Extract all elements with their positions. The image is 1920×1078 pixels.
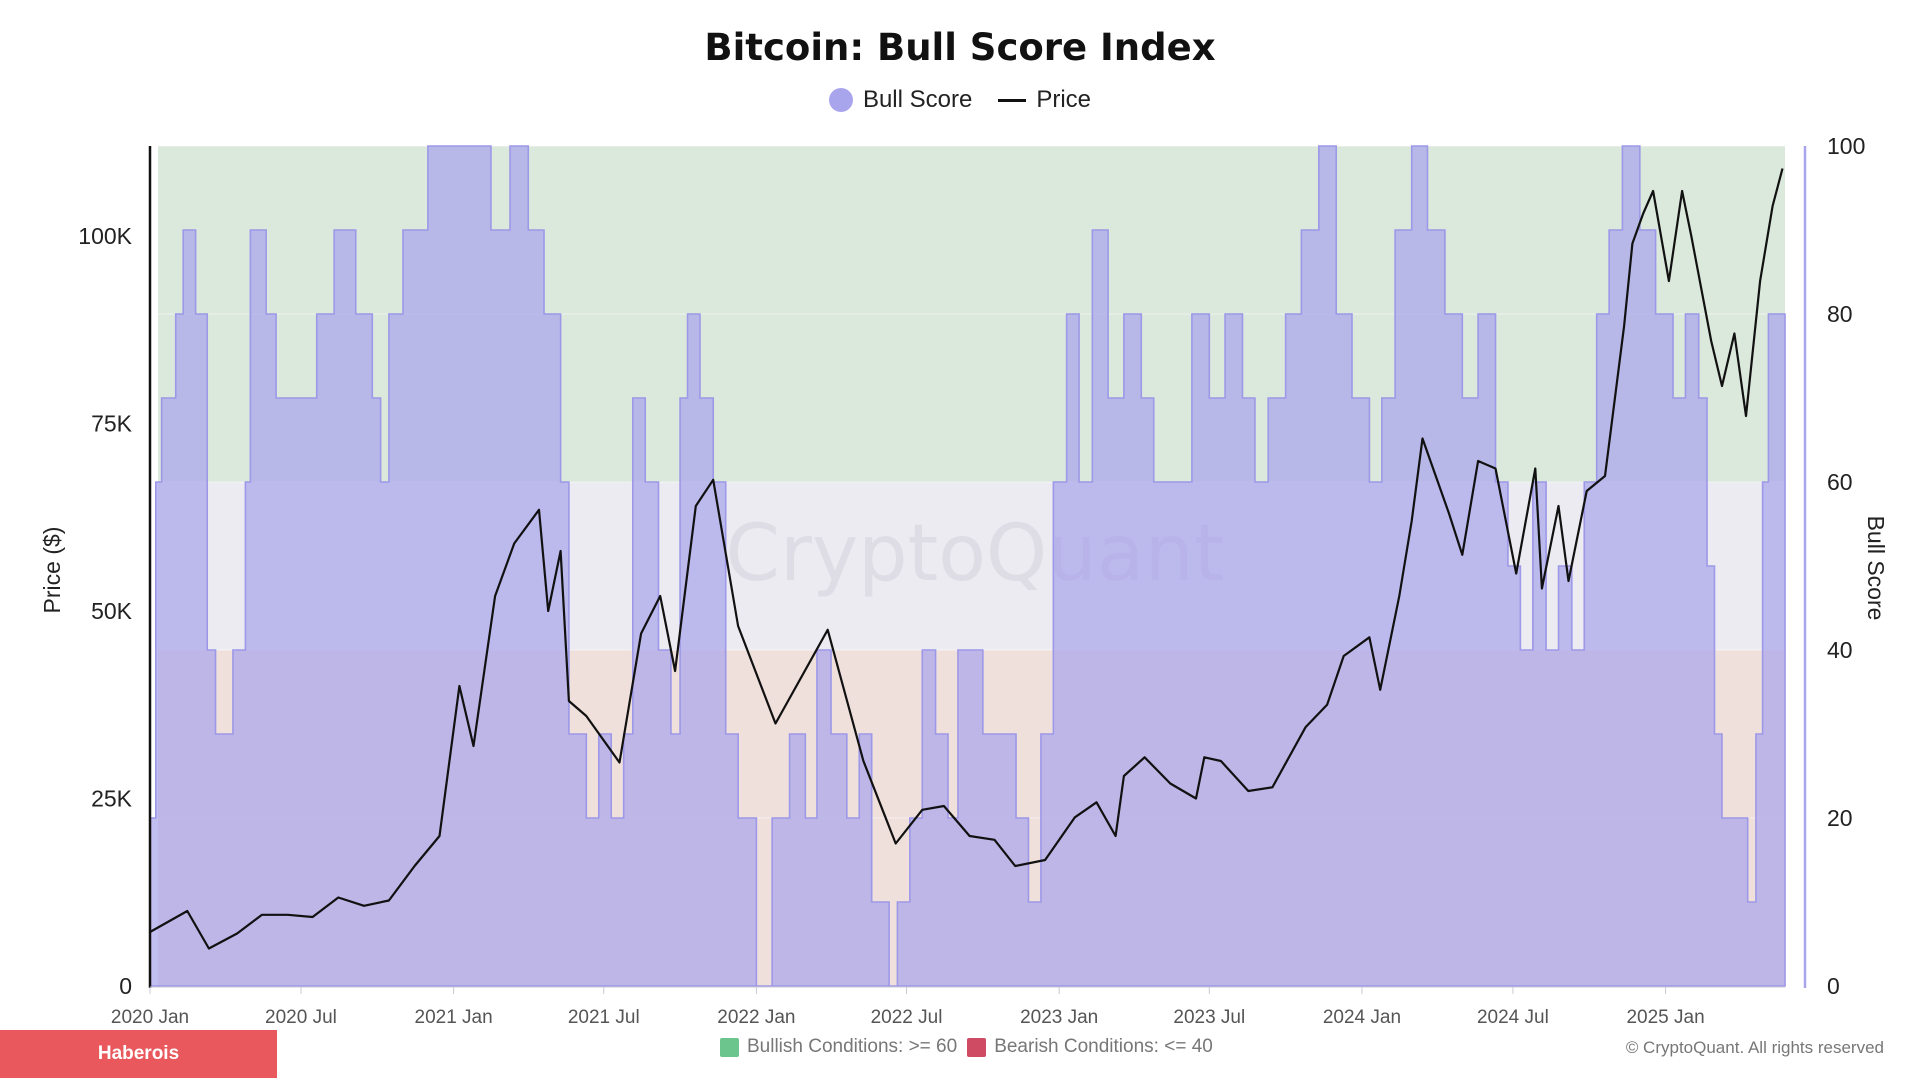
price-tick-label: 25K [91,786,133,812]
price-line-swatch-icon [998,98,1027,102]
copyright-notice: © CryptoQuant. All rights reserved [1625,1038,1884,1057]
bearish-swatch-icon [967,1037,987,1057]
x-tick-label: 2024 Jan [1323,1007,1401,1028]
chart-title: Bitcoin: Bull Score Index [704,26,1216,69]
x-tick-label: 2023 Jul [1173,1007,1245,1028]
conditions-legend: Bullish Conditions: >= 60 Bearish Condit… [720,1036,1213,1058]
price-series [149,168,1784,950]
bull-score-tick-label: 60 [1827,469,1853,495]
bull-score-tick-label: 40 [1827,637,1853,663]
x-tick-label: 2020 Jan [111,1007,189,1028]
x-tick-label: 2022 Jul [871,1007,943,1028]
bull-score-tick-label: 20 [1827,805,1853,831]
x-tick-label: 2025 Jan [1626,1007,1704,1028]
bull-score-axis-label: Bull Score [1863,516,1889,621]
bull-score-tick-label: 0 [1827,973,1840,999]
bearish-conditions-label: Bearish Conditions: <= 40 [994,1036,1213,1057]
x-tick-label: 2022 Jan [717,1007,795,1028]
bull-score-tick-label: 80 [1827,301,1853,327]
price-tick-label: 50K [91,598,133,624]
x-tick-label: 2021 Jan [415,1007,493,1028]
price-tick-label: 0 [119,973,132,999]
bullish-swatch-icon [720,1037,739,1057]
chart-legend: Bull Score Price [0,86,1920,114]
bullish-conditions-key: Bullish Conditions: >= 60 [720,1036,957,1058]
x-axis-ticks: 2020 Jan 2020 Jul 2021 Jan 2021 Jul 2022 Jan… [111,987,1705,1028]
bullish-conditions-label: Bullish Conditions: >= 60 [747,1036,958,1057]
legend-bull-score-label: Bull Score [862,86,973,113]
x-tick-label: 2023 Jan [1020,1007,1098,1028]
legend-price-label: Price [1036,86,1092,113]
price-axis-label: Price ($) [39,527,65,614]
legend-bull-score[interactable]: Bull Score [828,86,973,114]
legend-price[interactable]: Price [998,86,1091,114]
price-tick-label: 100K [78,223,132,249]
price-line [149,168,1784,950]
x-tick-label: 2024 Jul [1477,1007,1549,1028]
brand-badge: Haberois [0,1030,277,1078]
bull-score-tick-label: 100 [1827,133,1865,159]
price-tick-label: 75K [91,411,133,437]
price-axis-ticks: 0 25K 50K 75K 100K [78,223,132,999]
x-tick-label: 2020 Jul [265,1007,337,1028]
bull-score-swatch-icon [828,88,853,112]
bull-score-axis-ticks: 0 20 40 60 80 100 [1827,133,1865,999]
x-tick-label: 2021 Jul [568,1007,640,1028]
bearish-conditions-key: Bearish Conditions: <= 40 [967,1036,1213,1058]
